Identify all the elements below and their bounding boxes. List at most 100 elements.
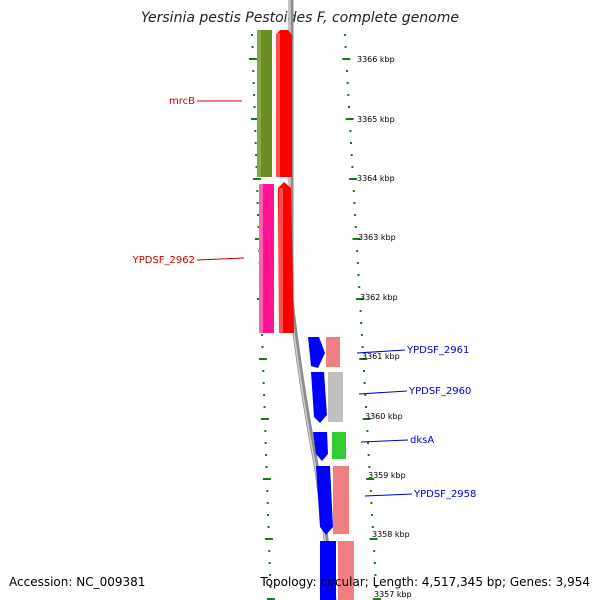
leader-YPDSF_2962	[196, 257, 245, 261]
minor-tick	[343, 34, 346, 36]
minor-tick	[264, 442, 267, 444]
minor-tick	[373, 562, 376, 564]
minor-tick	[354, 226, 357, 228]
minor-tick	[357, 274, 360, 276]
minor-tick	[346, 82, 349, 84]
scale-label-3365: 3365 kbp	[357, 115, 395, 124]
gene-salmon-bottom[interactable]	[338, 541, 354, 600]
minor-tick	[371, 514, 374, 516]
minor-tick	[351, 166, 354, 168]
minor-tick	[255, 166, 258, 168]
minor-tick	[266, 490, 269, 492]
gene-YPDSF_2960-outer[interactable]	[328, 372, 343, 422]
leader-dksA	[360, 439, 409, 443]
minor-tick	[373, 550, 376, 552]
minor-tick	[360, 334, 363, 336]
minor-tick	[255, 154, 258, 156]
major-tick	[355, 298, 364, 300]
minor-tick	[369, 490, 372, 492]
minor-tick	[252, 82, 255, 84]
minor-tick	[368, 466, 371, 468]
minor-tick	[348, 106, 350, 108]
minor-tick	[361, 346, 364, 348]
gene-label-YPDSF_2962[interactable]: YPDSF_2962	[132, 255, 195, 266]
leader-YPDSF_2960	[358, 390, 408, 395]
minor-tick	[251, 46, 254, 48]
major-tick	[262, 478, 271, 480]
minor-tick	[367, 442, 369, 444]
minor-tick	[265, 454, 268, 456]
major-tick	[264, 538, 273, 540]
minor-tick	[257, 214, 260, 216]
accession-label: Accession: NC_009381	[9, 575, 146, 589]
scale-label-3362: 3362 kbp	[360, 293, 398, 302]
minor-tick	[265, 466, 268, 468]
minor-tick	[365, 406, 367, 408]
scale-label-3359: 3359 kbp	[368, 471, 406, 480]
minor-tick	[269, 586, 272, 588]
major-tick	[266, 598, 275, 600]
gene-YPDSF_2958-outer[interactable]	[333, 466, 349, 534]
minor-tick	[352, 190, 355, 192]
map-title: Yersinia pestis Pestoides F, complete ge…	[141, 10, 459, 26]
minor-tick	[360, 322, 363, 324]
minor-tick	[256, 190, 259, 192]
scale-label-3364: 3364 kbp	[357, 174, 395, 183]
gene-YPDSF_2960-inner[interactable]	[311, 372, 327, 423]
major-tick	[362, 418, 371, 420]
major-tick	[352, 238, 361, 240]
scale-label-3366: 3366 kbp	[357, 55, 395, 64]
genome-summary: Topology: circular; Length: 4,517,345 bp…	[260, 575, 590, 589]
minor-tick	[253, 94, 256, 96]
gene-mrcB-outer-shade	[257, 30, 261, 177]
scale-label-3361: 3361 kbp	[362, 352, 400, 361]
gene-label-mrcB[interactable]: mrcB	[169, 96, 195, 107]
gene-dksA-inner[interactable]	[313, 432, 328, 461]
minor-tick	[266, 502, 269, 504]
gene-red-lower-shade	[279, 188, 283, 333]
major-tick	[260, 418, 269, 420]
minor-tick	[363, 382, 366, 384]
major-tick	[345, 118, 354, 120]
minor-tick	[256, 202, 259, 204]
minor-tick	[356, 262, 359, 264]
gene-blue-bottom[interactable]	[320, 541, 336, 600]
minor-tick	[346, 70, 348, 72]
minor-tick	[269, 574, 272, 576]
scale-label-3358: 3358 kbp	[372, 530, 410, 539]
scale-label-3363: 3363 kbp	[358, 233, 396, 242]
major-tick	[369, 538, 378, 540]
minor-tick	[268, 550, 271, 552]
scale-label-3357: 3357 kbp	[374, 590, 412, 599]
minor-tick	[364, 394, 367, 396]
gene-label-dksA[interactable]: dksA	[410, 435, 434, 446]
gene-red-upper-shade	[276, 33, 280, 177]
minor-tick	[263, 406, 266, 408]
minor-tick	[251, 34, 254, 36]
minor-tick	[262, 382, 265, 384]
minor-tick	[262, 370, 265, 372]
minor-tick	[253, 106, 256, 108]
minor-tick	[267, 526, 270, 528]
minor-tick	[268, 562, 271, 564]
minor-tick	[264, 430, 267, 432]
minor-tick	[261, 346, 264, 348]
minor-tick	[344, 46, 347, 48]
gene-YPDSF_2958-inner[interactable]	[316, 466, 333, 535]
gene-YPDSF_2962-outer-shade	[259, 184, 263, 333]
minor-tick	[367, 454, 370, 456]
gene-label-YPDSF_2958[interactable]: YPDSF_2958	[413, 489, 476, 500]
major-tick	[248, 58, 257, 60]
scale-ticks-right	[342, 34, 381, 600]
gene-label-YPDSF_2961[interactable]: YPDSF_2961	[406, 345, 469, 356]
gene-label-YPDSF_2960[interactable]: YPDSF_2960	[408, 386, 471, 397]
gene-YPDSF_2961-inner[interactable]	[308, 337, 325, 368]
minor-tick	[375, 586, 378, 588]
minor-tick	[366, 430, 369, 432]
gene-YPDSF_2961-outer[interactable]	[326, 337, 340, 367]
gene-dksA-outer[interactable]	[332, 432, 346, 459]
leader-YPDSF_2958	[364, 493, 413, 497]
minor-tick	[252, 70, 255, 72]
major-tick	[258, 358, 267, 360]
